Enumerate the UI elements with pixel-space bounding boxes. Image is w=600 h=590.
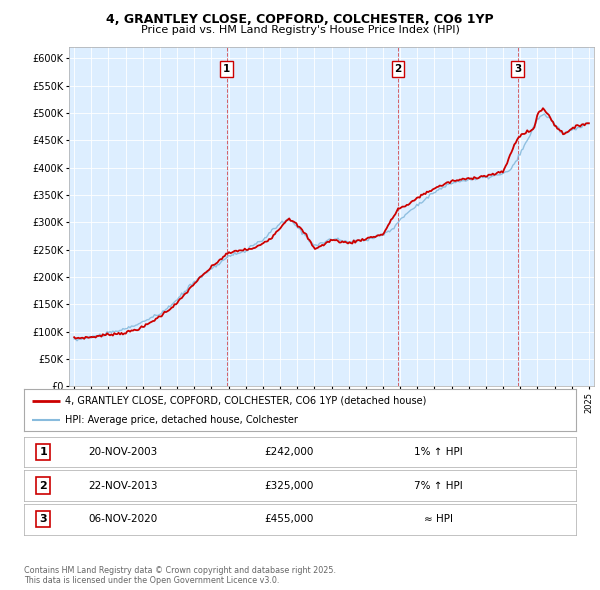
Text: This data is licensed under the Open Government Licence v3.0.: This data is licensed under the Open Gov…	[24, 576, 280, 585]
Text: £242,000: £242,000	[264, 447, 314, 457]
Text: ≈ HPI: ≈ HPI	[424, 514, 452, 524]
Text: HPI: Average price, detached house, Colchester: HPI: Average price, detached house, Colc…	[65, 415, 298, 425]
Text: 4, GRANTLEY CLOSE, COPFORD, COLCHESTER, CO6 1YP (detached house): 4, GRANTLEY CLOSE, COPFORD, COLCHESTER, …	[65, 395, 427, 405]
Text: 4, GRANTLEY CLOSE, COPFORD, COLCHESTER, CO6 1YP: 4, GRANTLEY CLOSE, COPFORD, COLCHESTER, …	[106, 13, 494, 26]
Text: Contains HM Land Registry data © Crown copyright and database right 2025.: Contains HM Land Registry data © Crown c…	[24, 566, 336, 575]
Text: 2: 2	[395, 64, 402, 74]
Text: 2: 2	[40, 481, 47, 490]
Text: 20-NOV-2003: 20-NOV-2003	[89, 447, 158, 457]
Text: 1% ↑ HPI: 1% ↑ HPI	[413, 447, 463, 457]
Text: 3: 3	[40, 514, 47, 524]
Text: 3: 3	[514, 64, 521, 74]
Text: 1: 1	[40, 447, 47, 457]
Text: £455,000: £455,000	[264, 514, 314, 524]
Text: 22-NOV-2013: 22-NOV-2013	[89, 481, 158, 490]
Text: 7% ↑ HPI: 7% ↑ HPI	[413, 481, 463, 490]
Text: 06-NOV-2020: 06-NOV-2020	[89, 514, 158, 524]
Text: £325,000: £325,000	[264, 481, 314, 490]
Text: Price paid vs. HM Land Registry's House Price Index (HPI): Price paid vs. HM Land Registry's House …	[140, 25, 460, 35]
Text: 1: 1	[223, 64, 230, 74]
